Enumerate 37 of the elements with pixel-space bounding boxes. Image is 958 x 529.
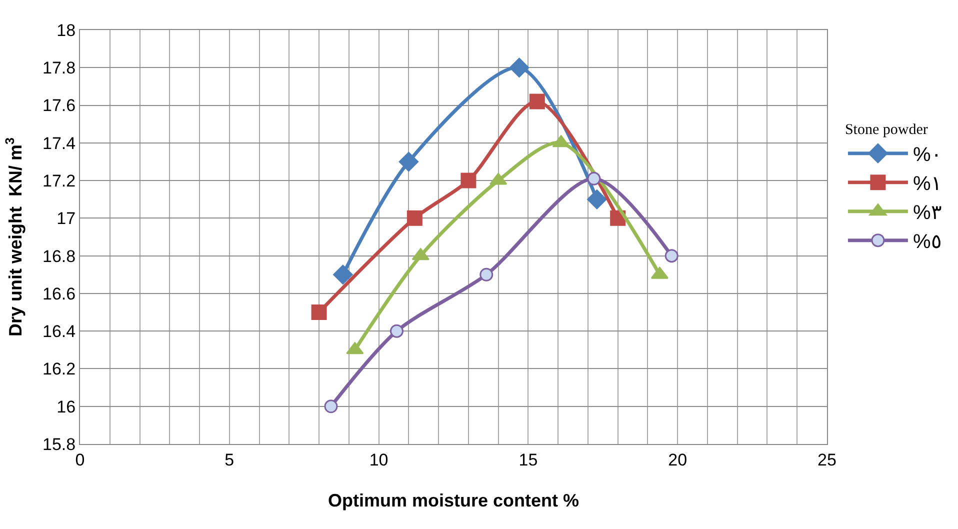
legend-label: %٣ (912, 202, 942, 224)
x-tick-label: 10 (369, 450, 388, 470)
y-tick-label: 16 (56, 397, 76, 416)
point (587, 190, 607, 210)
point (480, 268, 494, 282)
y-tick-label: 16.8 (42, 246, 76, 266)
y-tick-label: 17.4 (42, 134, 76, 153)
point (406, 210, 422, 226)
point (587, 172, 601, 186)
point (333, 264, 353, 284)
x-axis-title: Optimum moisture content % (328, 490, 580, 510)
y-tick-label: 17 (56, 209, 76, 228)
y-tick-label: 16.6 (42, 284, 76, 304)
x-tick-label: 25 (818, 450, 836, 470)
point (460, 172, 476, 188)
x-tick-label: 15 (518, 450, 538, 470)
point (324, 400, 338, 414)
point (529, 94, 545, 110)
y-tick-label: 17.2 (42, 172, 76, 190)
x-tick-label: 20 (668, 450, 688, 470)
point (398, 152, 419, 172)
legend-label: %٥ (912, 231, 942, 254)
x-tick-label: 0 (75, 450, 85, 470)
y-tick-label: 16.2 (42, 360, 76, 379)
point (311, 304, 327, 320)
legend-label: %١ (912, 173, 942, 196)
y-tick-label: 18 (56, 20, 76, 40)
y-tick-label: 16.4 (42, 322, 76, 342)
point (509, 58, 530, 78)
x-tick-label: 5 (224, 450, 234, 470)
point (664, 249, 678, 263)
y-tick-label: 17.6 (42, 96, 76, 116)
y-tick-label: 15.8 (42, 434, 76, 454)
legend-label: %٠ (912, 144, 942, 166)
y-tick-label: 17.8 (42, 58, 76, 78)
legend-title: Stone powder (844, 122, 928, 138)
point (390, 324, 404, 338)
